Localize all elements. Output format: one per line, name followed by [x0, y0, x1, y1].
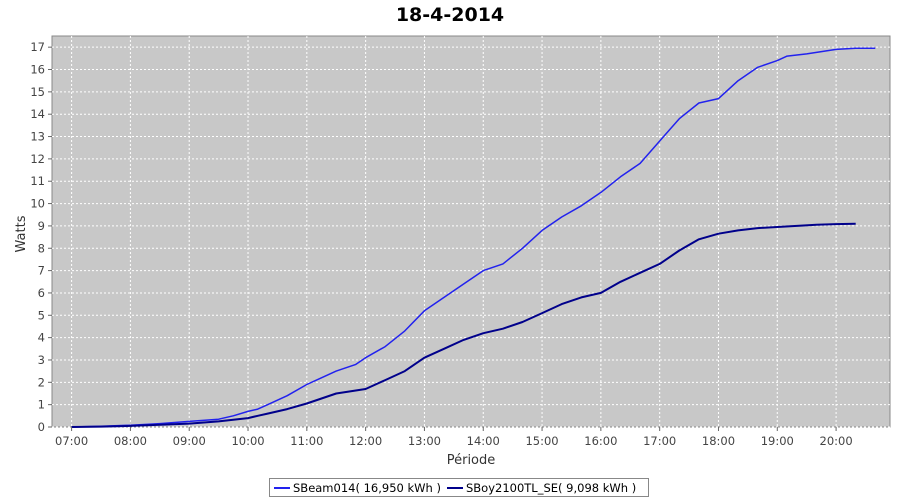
y-tick-label: 4 — [38, 331, 45, 345]
y-tick-label: 16 — [30, 63, 45, 77]
x-tick-label: 09:00 — [173, 434, 206, 448]
x-tick-label: 20:00 — [820, 434, 853, 448]
x-tick-label: 10:00 — [231, 434, 264, 448]
y-tick-label: 1 — [38, 398, 45, 412]
grid-lines — [52, 36, 890, 428]
plot-background — [51, 35, 891, 428]
y-tick-label: 14 — [30, 107, 45, 121]
x-axis-label: Période — [447, 453, 496, 468]
series-lines — [71, 47, 876, 428]
y-tick-label: 9 — [38, 219, 45, 233]
legend-label: SBoy2100TL_SE( 9,098 kWh ) — [465, 480, 637, 495]
y-tick-label: 3 — [38, 353, 45, 367]
x-tick-label: 17:00 — [643, 434, 676, 448]
legend-item: SBeam014( 16,950 kWh ) — [274, 481, 441, 495]
legend-label: SBeam014( 16,950 kWh ) — [293, 480, 441, 495]
y-tick-label: 2 — [38, 375, 45, 389]
y-tick-label: 11 — [30, 174, 45, 188]
chart-title: 18-4-2014 — [395, 4, 505, 26]
x-tick-label: 18:00 — [702, 434, 735, 448]
y-tick-label: 8 — [38, 241, 45, 255]
x-tick-label: 19:00 — [761, 434, 794, 448]
y-tick-label: 5 — [38, 308, 45, 322]
y-tick-label: 0 — [38, 420, 45, 434]
x-tick-label: 08:00 — [114, 434, 147, 448]
series-line-2 — [71, 222, 856, 428]
y-tick-label: 7 — [38, 264, 45, 278]
x-tick-label: 15:00 — [525, 434, 558, 448]
legend-item: SBoy2100TL_SE( 9,098 kWh ) — [446, 480, 637, 495]
x-tick-label: 07:00 — [55, 434, 88, 448]
y-tick-label: 10 — [30, 197, 45, 211]
x-tick-label: 12:00 — [349, 434, 382, 448]
y-axis-label: Watts — [14, 215, 29, 252]
plot-area — [51, 35, 891, 428]
x-tick-label: 11:00 — [290, 434, 323, 448]
x-tick-label: 16:00 — [584, 434, 617, 448]
x-tick-label: 13:00 — [408, 434, 441, 448]
y-tick-label: 15 — [30, 85, 45, 99]
legend-swatch — [446, 486, 463, 489]
y-tick-label: 17 — [30, 40, 45, 54]
series-line-1 — [71, 47, 876, 428]
y-tick-label: 12 — [30, 152, 45, 166]
y-tick-label: 13 — [30, 130, 45, 144]
y-tick-label: 6 — [38, 286, 45, 300]
x-tick-label: 14:00 — [467, 434, 500, 448]
legend: SBeam014( 16,950 kWh ) SBoy2100TL_SE( 9,… — [269, 478, 650, 497]
legend-swatch — [274, 486, 290, 489]
